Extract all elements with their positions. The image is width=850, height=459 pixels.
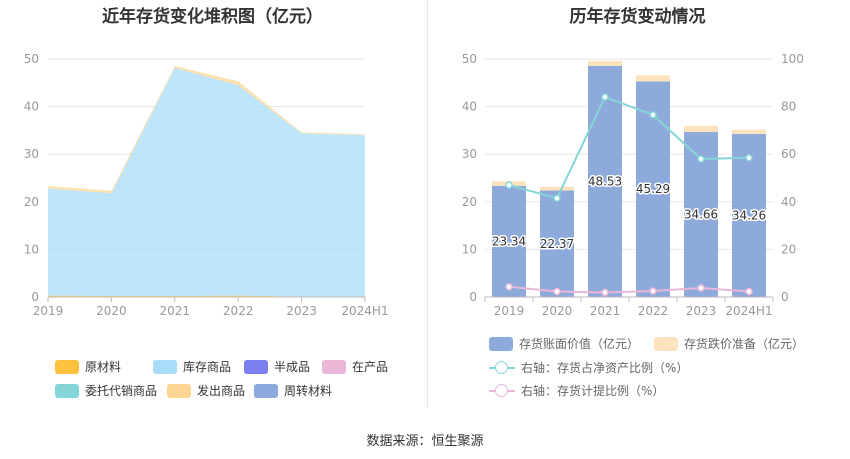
left-x-tick-label: 2021 [160, 304, 191, 318]
legend-label: 委托代销商品 [85, 384, 158, 398]
legend-label: 右轴：存货计提比例（%） [521, 384, 665, 398]
right-legend-item[interactable]: 存货账面价值（亿元） [489, 337, 639, 351]
legend-label: 右轴：存货占净资产比例（%） [521, 361, 689, 375]
right-legend-item[interactable]: 右轴：存货计提比例（%） [489, 384, 664, 398]
left-legend-item[interactable]: 周转材料 [254, 384, 332, 398]
bar-value-label: 34.26 [732, 208, 766, 222]
line-provision-rate-point [745, 287, 753, 296]
right-x-tick-label: 2020 [542, 304, 573, 318]
left-legend-item[interactable]: 发出商品 [167, 384, 245, 398]
bar-book-value [492, 185, 526, 297]
bar-book-value [540, 190, 574, 297]
right-y2-tick-label: 40 [781, 195, 796, 209]
bar-impairment [684, 125, 718, 133]
legend-swatch [254, 384, 278, 398]
right-y-tick-label: 40 [462, 100, 477, 114]
legend-swatch [153, 360, 177, 374]
bar-value-label: 48.53 [588, 174, 622, 188]
left-x-tick-label: 2023 [286, 304, 317, 318]
line-provision-rate [508, 285, 750, 294]
legend-label: 半成品 [274, 360, 311, 374]
right-y-tick-label: 20 [462, 195, 477, 209]
left-x-tick-label: 2022 [223, 304, 254, 318]
left-legend-item[interactable]: 原材料 [55, 360, 121, 374]
bar-value-label: 23.34 [492, 234, 526, 248]
line-provision-rate-point [601, 288, 609, 297]
legend-label: 周转材料 [284, 384, 333, 398]
right-x-tick-label: 2022 [638, 304, 669, 318]
legend-swatch [167, 384, 191, 398]
bar-value-label: 22.37 [540, 237, 574, 251]
left-x-tick-label: 2024H1 [341, 304, 388, 318]
right-y-tick-label: 30 [462, 147, 477, 161]
right-y-tick-label: 10 [462, 242, 477, 256]
line-inventory-ratio-point [697, 155, 705, 163]
right-legend-item[interactable]: 存货跌价准备（亿元） [654, 337, 804, 351]
left-chart-title: 近年存货变化堆积图（亿元） [102, 7, 323, 27]
legend-swatch [489, 337, 513, 351]
legend-label: 在产品 [352, 360, 389, 374]
left-y-tick-label: 40 [24, 100, 39, 114]
legend-swatch [55, 384, 79, 398]
legend-label: 库存商品 [183, 360, 232, 374]
legend-label: 存货跌价准备（亿元） [684, 337, 805, 351]
left-legend-item[interactable]: 委托代销商品 [55, 384, 157, 398]
legend-swatch [322, 360, 346, 374]
legend-swatch [244, 360, 268, 374]
legend-label: 发出商品 [197, 384, 246, 398]
line-inventory-ratio-point [601, 93, 609, 101]
left-x-tick-label: 2020 [96, 304, 127, 318]
legend-swatch [654, 337, 678, 351]
line-inventory-ratio-point [553, 194, 561, 202]
right-chart-title: 历年存货变动情况 [569, 7, 706, 27]
line-provision-rate-point [553, 287, 561, 296]
right-x-tick-label: 2021 [590, 304, 621, 318]
left-legend-item[interactable]: 库存商品 [153, 360, 231, 374]
right-legend-item[interactable]: 右轴：存货占净资产比例（%） [489, 361, 688, 375]
legend-swatch [55, 360, 79, 374]
bar-impairment [588, 60, 622, 66]
line-provision-rate-point [649, 287, 657, 295]
legend-swatch [489, 384, 515, 398]
right-y2-tick-label: 80 [781, 100, 796, 114]
line-inventory-ratio-point [649, 111, 657, 119]
right-y2-tick-label: 0 [781, 290, 789, 304]
left-y-tick-label: 0 [31, 290, 39, 304]
area-series-库存商品 [48, 68, 365, 297]
left-y-tick-label: 30 [24, 147, 39, 161]
bar-book-value [588, 65, 622, 298]
left-legend-item[interactable]: 在产品 [322, 360, 388, 374]
right-y-tick-label: 0 [469, 290, 477, 304]
right-x-tick-label: 2024H1 [725, 304, 772, 318]
bar-impairment [636, 75, 670, 82]
right-y2-tick-label: 60 [781, 147, 796, 161]
legend-label: 存货账面价值（亿元） [519, 337, 640, 351]
bar-impairment [540, 186, 574, 191]
right-y2-tick-label: 100 [781, 52, 804, 66]
area-series-发出商品 [48, 66, 365, 194]
legend-swatch [489, 361, 515, 375]
left-y-tick-label: 10 [24, 242, 39, 256]
line-inventory-ratio [508, 95, 750, 200]
panel-divider [427, 0, 428, 408]
line-inventory-ratio-point [745, 154, 753, 162]
bar-value-label: 34.66 [684, 208, 718, 222]
line-inventory-ratio-point [505, 181, 513, 189]
bar-impairment [732, 129, 766, 134]
data-source-note: 数据来源：恒生聚源 [366, 434, 484, 449]
legend-label: 原材料 [85, 360, 122, 374]
left-y-tick-label: 50 [24, 52, 39, 66]
line-provision-rate-point [697, 284, 705, 292]
line-provision-rate-point [505, 283, 513, 291]
right-x-tick-label: 2023 [686, 304, 717, 318]
right-y-tick-label: 50 [462, 52, 477, 66]
left-legend-item[interactable]: 半成品 [244, 360, 310, 374]
right-y2-tick-label: 20 [781, 242, 796, 256]
bar-value-label: 45.29 [636, 182, 670, 196]
right-x-tick-label: 2019 [494, 304, 525, 318]
left-x-tick-label: 2019 [33, 304, 64, 318]
left-y-tick-label: 20 [24, 195, 39, 209]
